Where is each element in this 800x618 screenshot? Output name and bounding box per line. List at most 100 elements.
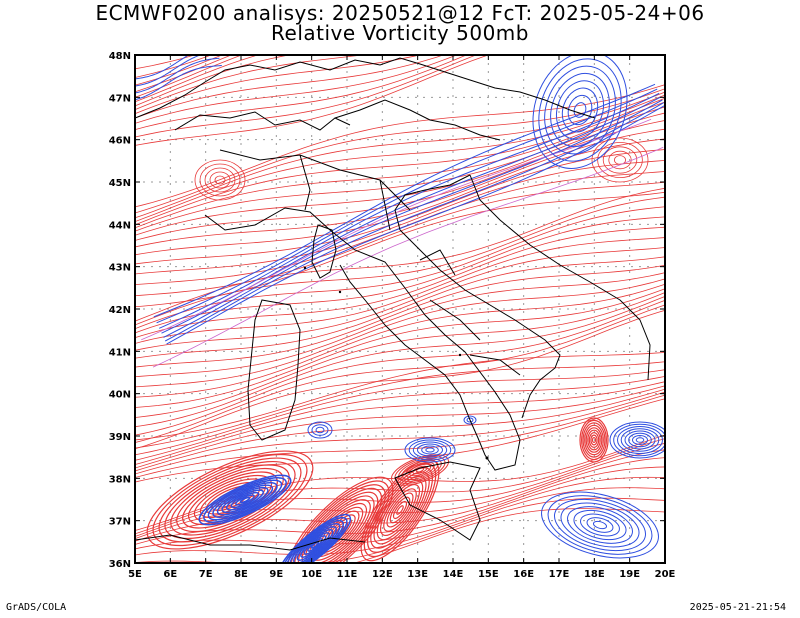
contour-loop bbox=[300, 532, 330, 558]
contour-loop bbox=[584, 424, 604, 456]
contour-loop bbox=[587, 429, 601, 451]
positive-vorticity-contours bbox=[135, 55, 665, 563]
contour-loop bbox=[628, 432, 652, 448]
contour-line bbox=[135, 196, 665, 326]
contour-line bbox=[135, 226, 665, 339]
contour-line bbox=[135, 309, 665, 450]
contour-line bbox=[135, 264, 665, 368]
contour-line bbox=[135, 361, 665, 449]
sardinia bbox=[247, 299, 301, 441]
contour-loop bbox=[580, 513, 620, 537]
contour-loop bbox=[613, 423, 665, 457]
contour-line bbox=[135, 381, 665, 465]
lon-tick-label: 14E bbox=[443, 569, 464, 580]
contour-loop bbox=[541, 491, 659, 559]
contour-line bbox=[135, 283, 665, 398]
contour-loop bbox=[624, 430, 656, 450]
contour-line bbox=[135, 138, 665, 256]
contour-loop bbox=[386, 492, 414, 528]
lon-tick-label: 6E bbox=[163, 569, 177, 580]
contour-line bbox=[135, 55, 477, 138]
lon-tick-label: 9E bbox=[269, 569, 283, 580]
contour-line bbox=[135, 352, 665, 441]
contour-line bbox=[135, 97, 665, 226]
contour-loop bbox=[207, 479, 283, 521]
lon-tick-label: 11E bbox=[337, 569, 358, 580]
negative-vorticity-contours bbox=[135, 55, 665, 563]
contour-line bbox=[135, 247, 665, 351]
contour-loop bbox=[573, 102, 587, 118]
lat-tick-label: 37N bbox=[109, 517, 131, 528]
contour-loop bbox=[170, 464, 290, 536]
contour-loop bbox=[597, 141, 643, 178]
contour-line bbox=[135, 55, 468, 131]
contour-loop bbox=[278, 513, 352, 563]
contour-loop bbox=[212, 481, 278, 519]
contour-loop bbox=[370, 471, 430, 549]
contour-loop bbox=[567, 94, 593, 126]
lat-tick-label: 38N bbox=[109, 474, 131, 485]
contour-loop bbox=[401, 459, 439, 481]
contour-loop bbox=[617, 426, 663, 454]
contour-loop bbox=[290, 480, 390, 563]
contour-loop bbox=[560, 502, 640, 548]
contour-line bbox=[135, 278, 665, 388]
contour-line bbox=[135, 120, 665, 241]
contour-loop bbox=[561, 87, 599, 133]
contour-loop bbox=[310, 541, 320, 549]
contour-loop bbox=[620, 428, 660, 452]
contour-line bbox=[166, 104, 665, 345]
contour-loop bbox=[286, 476, 394, 563]
lon-tick-label: 13E bbox=[407, 569, 428, 580]
adriatic-north bbox=[394, 174, 471, 231]
contour-line bbox=[135, 112, 665, 236]
lon-tick-label: 18E bbox=[584, 569, 605, 580]
contour-line bbox=[135, 55, 224, 86]
alpine-border bbox=[135, 57, 596, 119]
contour-line bbox=[135, 84, 665, 208]
contour-loop bbox=[198, 474, 292, 526]
contour-line bbox=[352, 508, 665, 563]
contour-loop bbox=[239, 496, 251, 504]
lat-tick-label: 47N bbox=[109, 93, 131, 104]
contour-loop bbox=[389, 496, 411, 524]
contour-line bbox=[135, 55, 259, 103]
contour-line bbox=[164, 102, 664, 342]
contour-loop bbox=[632, 435, 648, 445]
lon-tick-label: 10E bbox=[301, 569, 322, 580]
contour-loop bbox=[573, 509, 627, 541]
sicily bbox=[394, 461, 481, 541]
lat-tick-label: 45N bbox=[109, 178, 131, 189]
contour-line bbox=[135, 295, 665, 428]
contour-line bbox=[135, 106, 665, 232]
islands bbox=[303, 266, 489, 460]
italy-east-coast bbox=[399, 229, 561, 419]
austria-border bbox=[334, 99, 501, 141]
contour-line bbox=[135, 394, 665, 478]
contour-line bbox=[135, 398, 665, 483]
contour-loop bbox=[602, 146, 638, 174]
lon-tick-label: 8E bbox=[234, 569, 248, 580]
contour-line bbox=[135, 88, 665, 214]
contour-loop bbox=[315, 426, 325, 434]
corsica bbox=[311, 224, 337, 279]
contour-line bbox=[135, 55, 213, 78]
contour-loop bbox=[282, 516, 348, 563]
contour-line bbox=[135, 304, 665, 443]
contour-loop bbox=[221, 486, 269, 514]
chart-subtitle: Relative Vorticity 500mb bbox=[271, 21, 529, 45]
contour-line bbox=[135, 375, 665, 461]
contour-loop bbox=[199, 163, 241, 197]
contour-line bbox=[135, 55, 421, 115]
contour-line bbox=[135, 206, 665, 330]
contour-loop bbox=[152, 453, 308, 547]
contour-loop bbox=[555, 80, 605, 140]
contour-loop bbox=[164, 460, 296, 540]
contour-line bbox=[135, 391, 665, 475]
contour-loop bbox=[294, 484, 386, 563]
contour-loop bbox=[396, 505, 404, 515]
contour-loop bbox=[230, 491, 260, 509]
contour-loop bbox=[297, 487, 383, 563]
contour-loop bbox=[412, 441, 448, 459]
contour-loop bbox=[614, 155, 627, 165]
